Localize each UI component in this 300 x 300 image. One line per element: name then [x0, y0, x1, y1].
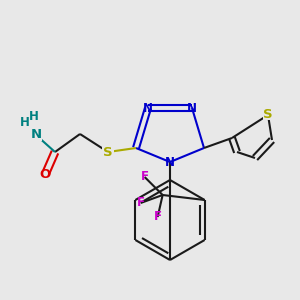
Bar [30, 129, 42, 141]
Text: F: F [136, 196, 145, 209]
Bar [40, 170, 50, 180]
Text: H: H [20, 116, 30, 130]
Text: H: H [29, 110, 39, 124]
Text: S: S [103, 146, 113, 158]
Text: S: S [263, 109, 273, 122]
Text: F: F [154, 211, 162, 224]
Text: O: O [39, 169, 51, 182]
Bar [263, 110, 273, 120]
Text: N: N [165, 155, 175, 169]
Text: F: F [141, 170, 148, 184]
Text: N: N [187, 101, 197, 115]
Text: N: N [30, 128, 42, 142]
Text: N: N [143, 101, 153, 115]
Bar [102, 146, 114, 158]
